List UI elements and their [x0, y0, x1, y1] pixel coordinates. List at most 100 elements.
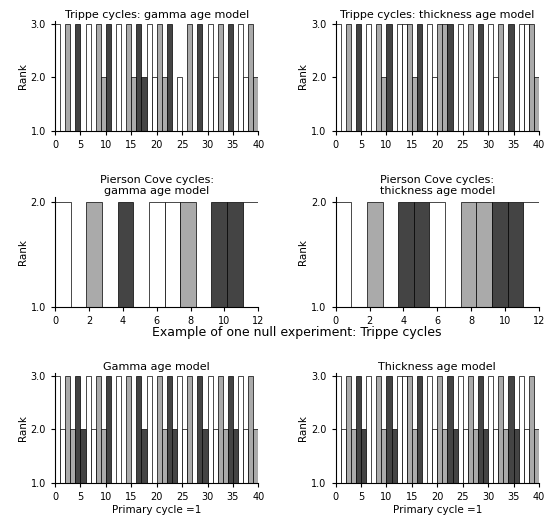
Bar [96, 376, 101, 483]
Bar [519, 24, 524, 131]
Bar [60, 429, 65, 483]
Bar [65, 24, 70, 131]
Bar [427, 24, 432, 131]
X-axis label: Primary cycle =1: Primary cycle =1 [112, 505, 201, 515]
Bar [509, 376, 514, 483]
Bar [461, 202, 476, 307]
Bar [55, 376, 60, 483]
Bar [85, 24, 91, 131]
Bar [468, 24, 473, 131]
Bar [478, 24, 483, 131]
Bar [126, 376, 131, 483]
Bar [387, 376, 392, 483]
Bar [458, 24, 463, 131]
Bar [180, 202, 196, 307]
Bar [172, 429, 177, 483]
Bar [463, 429, 468, 483]
Bar [478, 376, 483, 483]
Bar [118, 202, 133, 307]
Bar [152, 77, 157, 131]
Bar [146, 24, 152, 131]
Bar [503, 429, 509, 483]
Bar [238, 24, 243, 131]
Bar [146, 376, 152, 483]
Bar [187, 376, 192, 483]
Bar [55, 202, 70, 307]
Bar [336, 24, 340, 131]
Bar [248, 376, 254, 483]
Bar [402, 376, 407, 483]
Bar [498, 24, 503, 131]
Bar [351, 429, 356, 483]
Bar [80, 429, 85, 483]
Bar [228, 24, 233, 131]
Bar [197, 24, 202, 131]
Bar [488, 24, 493, 131]
Bar [157, 376, 162, 483]
Bar [356, 376, 361, 483]
Bar [524, 429, 529, 483]
Bar [75, 24, 80, 131]
Bar [473, 429, 478, 483]
Bar [75, 376, 80, 483]
Bar [116, 376, 121, 483]
Bar [182, 429, 187, 483]
Bar [218, 376, 223, 483]
Bar [387, 24, 392, 131]
Bar [243, 77, 248, 131]
Title: Pierson Cove cycles:
gamma age model: Pierson Cove cycles: gamma age model [100, 175, 214, 196]
Bar [381, 77, 387, 131]
Bar [162, 77, 167, 131]
Bar [167, 376, 172, 483]
Bar [398, 202, 414, 307]
Bar [336, 202, 351, 307]
Bar [213, 429, 218, 483]
Bar [412, 429, 417, 483]
Title: Pierson Cove cycles:
thickness age model: Pierson Cove cycles: thickness age model [379, 175, 495, 196]
Bar [392, 429, 397, 483]
Bar [366, 376, 371, 483]
Bar [136, 376, 141, 483]
Bar [177, 77, 182, 131]
Bar [96, 24, 101, 131]
Bar [356, 24, 361, 131]
Bar [534, 429, 539, 483]
Bar [336, 376, 340, 483]
Bar [101, 429, 106, 483]
Bar [437, 376, 442, 483]
Bar [483, 429, 488, 483]
Bar [524, 202, 539, 307]
Bar [430, 202, 445, 307]
Bar [238, 376, 243, 483]
Bar [534, 77, 539, 131]
Bar [131, 77, 136, 131]
Bar [187, 24, 192, 131]
Bar [340, 429, 346, 483]
Bar [366, 24, 371, 131]
Title: Trippe cycles: thickness age model: Trippe cycles: thickness age model [340, 10, 535, 20]
Bar [55, 24, 60, 131]
Bar [243, 202, 258, 307]
Bar [407, 376, 412, 483]
Bar [254, 77, 258, 131]
Bar [397, 376, 402, 483]
Bar [492, 202, 508, 307]
Bar [442, 429, 448, 483]
Bar [243, 429, 248, 483]
Bar [223, 429, 228, 483]
Bar [529, 376, 534, 483]
Y-axis label: Rank: Rank [299, 239, 309, 265]
Bar [211, 202, 227, 307]
Bar [508, 202, 524, 307]
Bar [126, 24, 131, 131]
Y-axis label: Rank: Rank [18, 415, 28, 441]
Bar [65, 376, 70, 483]
Bar [346, 24, 351, 131]
Bar [468, 376, 473, 483]
Bar [233, 429, 238, 483]
Bar [381, 429, 387, 483]
Bar [493, 429, 498, 483]
Bar [493, 77, 498, 131]
Bar [524, 24, 529, 131]
Bar [141, 77, 146, 131]
